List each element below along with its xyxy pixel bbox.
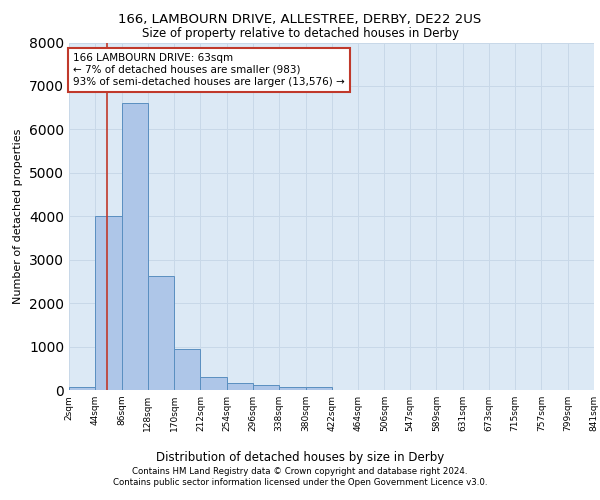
Bar xyxy=(69,387,95,390)
Bar xyxy=(200,376,227,390)
Bar xyxy=(305,386,332,390)
Text: Distribution of detached houses by size in Derby: Distribution of detached houses by size … xyxy=(156,451,444,464)
Text: Contains HM Land Registry data © Crown copyright and database right 2024.: Contains HM Land Registry data © Crown c… xyxy=(132,467,468,476)
Bar xyxy=(253,385,279,390)
Bar xyxy=(95,216,122,390)
Y-axis label: Number of detached properties: Number of detached properties xyxy=(13,128,23,304)
Text: Size of property relative to detached houses in Derby: Size of property relative to detached ho… xyxy=(142,28,458,40)
Bar xyxy=(227,383,253,390)
Text: Contains public sector information licensed under the Open Government Licence v3: Contains public sector information licen… xyxy=(113,478,487,487)
Bar xyxy=(279,386,305,390)
Text: 166, LAMBOURN DRIVE, ALLESTREE, DERBY, DE22 2US: 166, LAMBOURN DRIVE, ALLESTREE, DERBY, D… xyxy=(118,12,482,26)
Bar xyxy=(148,276,174,390)
Bar xyxy=(174,348,200,390)
Text: 166 LAMBOURN DRIVE: 63sqm
← 7% of detached houses are smaller (983)
93% of semi-: 166 LAMBOURN DRIVE: 63sqm ← 7% of detach… xyxy=(73,54,344,86)
Bar xyxy=(122,104,148,390)
